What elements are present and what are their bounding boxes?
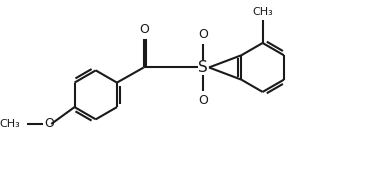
Text: O: O	[44, 117, 54, 130]
Text: CH₃: CH₃	[0, 119, 20, 129]
Text: CH₃: CH₃	[252, 7, 273, 17]
Text: O: O	[198, 94, 208, 107]
Text: O: O	[139, 23, 149, 36]
Text: S: S	[198, 60, 208, 75]
Text: O: O	[198, 28, 208, 41]
